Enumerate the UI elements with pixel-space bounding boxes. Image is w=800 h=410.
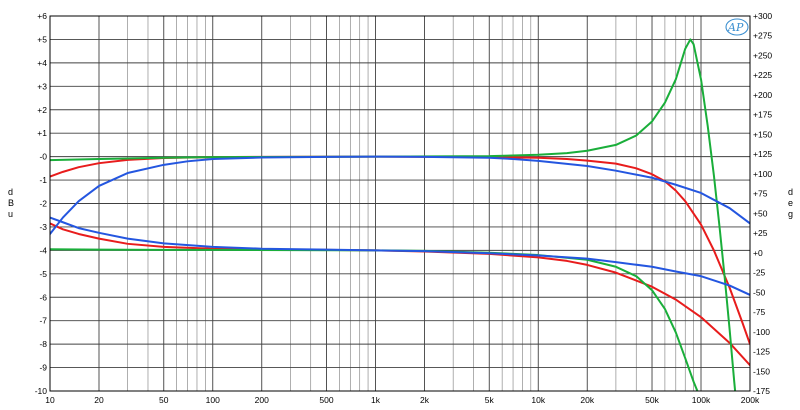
y-right-tick-label: -150	[753, 366, 770, 376]
y-left-tick-label: -8	[39, 339, 47, 349]
y-left-tick-label: +1	[37, 128, 47, 138]
series-layer	[50, 38, 750, 391]
y-right-tick-label: -175	[753, 386, 770, 396]
y-left-tick-label: -2	[39, 199, 47, 209]
plot-frame	[49, 15, 751, 392]
series-line-6	[50, 216, 750, 296]
x-tick-label: 100k	[692, 395, 711, 405]
y-right-tick-label: +0	[753, 248, 763, 258]
y-axis-left-ticks: +6 +5 +4 +3 +2 +1 -0 -1 -2 -3 -4 -5 -6 -7 -8 -9 -10	[35, 11, 48, 396]
y-right-tick-label: -75	[753, 307, 766, 317]
x-tick-label: 50k	[645, 395, 659, 405]
y-axis-right-ticks: +300 +275 +250 +225 +200 +175 +150 +125 +100 +75 +…	[753, 11, 772, 396]
x-tick-label: 100	[206, 395, 220, 405]
x-tick-label: 1k	[371, 395, 381, 405]
x-tick-label: 10k	[531, 395, 545, 405]
y-right-tick-label: -125	[753, 347, 770, 357]
y-left-tick-label: +2	[37, 105, 47, 115]
logo-ring-icon	[725, 18, 749, 36]
ap-logo: AP	[725, 18, 749, 36]
y-right-tick-label: -25	[753, 268, 766, 278]
x-tick-label: 20k	[580, 395, 594, 405]
series-line-1	[50, 155, 750, 346]
y-left-tick-label: +6	[37, 11, 47, 21]
y-left-tick-label: -10	[35, 386, 48, 396]
y-left-tick-label: +5	[37, 34, 47, 44]
y-right-tick-label: +100	[753, 169, 772, 179]
y-left-tick-label: -1	[39, 175, 47, 185]
y-left-tick-label: -7	[39, 316, 47, 326]
x-tick-label: 50	[159, 395, 169, 405]
logo-text: AP	[727, 21, 744, 34]
series-line-5	[50, 155, 750, 235]
y-right-tick-label: +175	[753, 110, 772, 120]
y-left-tick-label: -9	[39, 363, 47, 373]
y-right-tick-label: +225	[753, 70, 772, 80]
series-line-3	[50, 38, 737, 391]
x-axis-ticks: 10 20 50 100 200 500 1k 2k 5k 10k 20k 50k 100k 200k	[45, 395, 760, 405]
y-right-tick-label: +150	[753, 129, 772, 139]
y-right-tick-label: +275	[753, 31, 772, 41]
y-left-tick-label: -6	[39, 292, 47, 302]
y-left-tick-label: -3	[39, 222, 47, 232]
x-tick-label: 20	[94, 395, 104, 405]
x-tick-label: 10	[45, 395, 55, 405]
y-left-tick-label: +3	[37, 81, 47, 91]
y-right-tick-label: +250	[753, 50, 772, 60]
y-right-tick-label: +200	[753, 90, 772, 100]
x-tick-label: 200	[255, 395, 269, 405]
x-tick-label: 500	[319, 395, 333, 405]
x-tick-label: 5k	[485, 395, 495, 405]
x-tick-label: 200k	[741, 395, 760, 405]
y-right-tick-label: -100	[753, 327, 770, 337]
y-left-tick-label: -5	[39, 269, 47, 279]
y-left-tick-label: -4	[39, 245, 47, 255]
y-right-tick-label: +50	[753, 208, 768, 218]
y-right-tick-label: +25	[753, 228, 768, 238]
y-right-tick-label: +300	[753, 11, 772, 21]
y-right-tick-label: -50	[753, 287, 766, 297]
y-right-tick-label: +75	[753, 189, 768, 199]
y-right-tick-label: +125	[753, 149, 772, 159]
grid	[49, 15, 751, 392]
x-tick-label: 2k	[420, 395, 430, 405]
series-line-4	[50, 248, 699, 391]
y-left-tick-label: -0	[39, 152, 47, 162]
y-left-tick-label: +4	[37, 58, 47, 68]
